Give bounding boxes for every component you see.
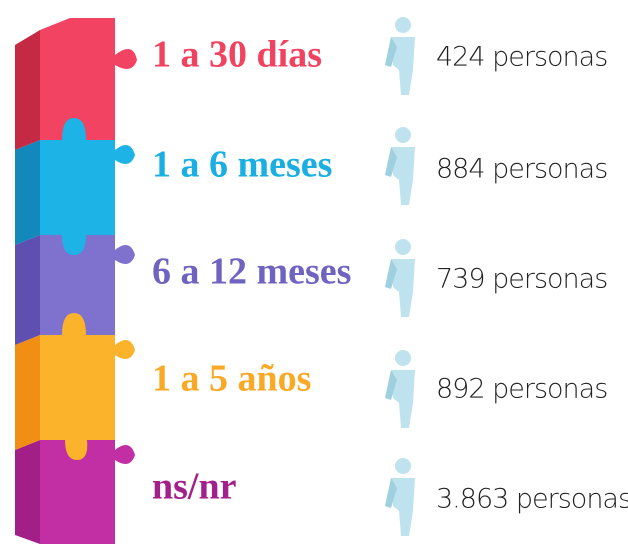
infographic: 1 a 30 días 1 a 6 meses 6 a 12 meses 1 a…	[0, 0, 628, 544]
period-label: 1 a 6 meses	[152, 144, 332, 186]
period-label: ns/nr	[152, 466, 237, 508]
person-icon	[385, 127, 415, 205]
person-icon	[385, 458, 415, 536]
period-label: 6 a 12 meses	[152, 251, 351, 293]
count-label: 3.863 personas	[436, 484, 628, 515]
count-label: 884 personas	[436, 154, 607, 185]
person-icon	[385, 239, 415, 317]
count-label: 892 personas	[436, 374, 607, 405]
person-icon	[385, 17, 415, 95]
person-icons	[385, 17, 415, 536]
count-label: 424 personas	[436, 42, 607, 73]
count-label: 739 personas	[436, 264, 607, 295]
puzzle-stack	[15, 18, 137, 544]
period-label: 1 a 30 días	[152, 34, 322, 76]
person-icon	[385, 350, 415, 428]
period-label: 1 a 5 años	[152, 358, 311, 400]
